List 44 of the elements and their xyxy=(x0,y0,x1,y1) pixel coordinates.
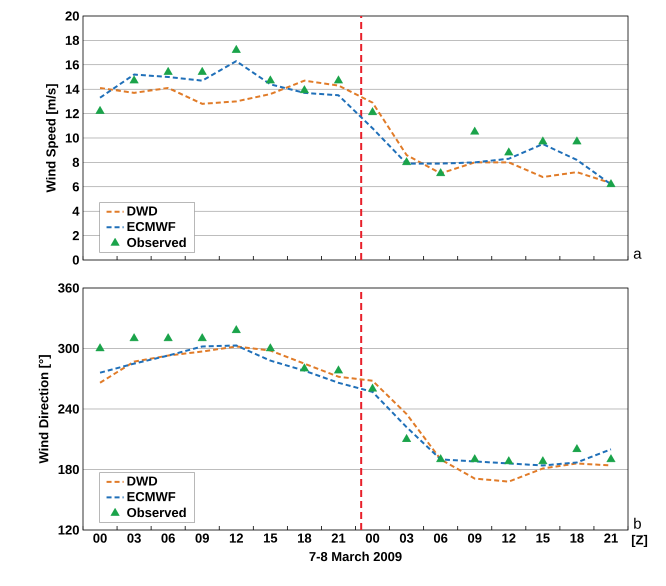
x-tick-label: 21 xyxy=(332,534,346,543)
y-axis-title: Wind Direction [°] xyxy=(38,355,51,464)
y-tick-label: 10 xyxy=(66,133,79,143)
y-tick-label: 0 xyxy=(72,255,79,265)
y-tick-label: 18 xyxy=(66,36,80,45)
y-tick-label: 300 xyxy=(58,344,79,354)
y-tick-label: 8 xyxy=(72,158,80,167)
x-tick-label: 15 xyxy=(536,534,550,543)
y-tick-label: 14 xyxy=(66,84,80,94)
x-tick-label: 09 xyxy=(196,534,209,543)
y-tick-label: 6 xyxy=(72,182,79,192)
legend-label: ECMWF xyxy=(127,222,176,232)
x-tick-label: 00 xyxy=(93,534,107,543)
y-tick-label: 4 xyxy=(72,206,80,216)
y-tick-label: 120 xyxy=(58,525,79,535)
text: [Z] xyxy=(632,534,648,548)
x-tick-label: 03 xyxy=(127,534,141,543)
legend-label: Observed xyxy=(127,508,186,518)
text: b xyxy=(634,518,641,529)
legend-label: DWD xyxy=(127,206,158,216)
x-tick-label: 21 xyxy=(604,534,618,543)
x-tick-label: 12 xyxy=(230,534,243,543)
x-tick-label: 09 xyxy=(468,534,482,543)
y-tick-label: 180 xyxy=(58,464,79,474)
y-tick-label: 2 xyxy=(72,231,79,240)
text: a xyxy=(634,250,642,259)
x-tick-label: 18 xyxy=(570,534,584,543)
x-tick-label: 06 xyxy=(161,534,175,543)
y-tick-label: 360 xyxy=(58,283,79,293)
legend-label: Observed xyxy=(127,238,186,248)
y-tick-label: 240 xyxy=(58,404,79,414)
x-tick-label: 03 xyxy=(400,534,414,543)
x-tick-label: 12 xyxy=(502,534,516,543)
y-tick-label: 20 xyxy=(65,11,79,21)
y-tick-label: 12 xyxy=(66,109,79,118)
x-tick-label: 18 xyxy=(298,534,312,543)
legend-label: DWD xyxy=(127,476,158,486)
y-tick-label: 16 xyxy=(66,60,79,70)
y-axis-title: Wind Speed [m/s] xyxy=(46,84,58,192)
legend-label: ECMWF xyxy=(127,492,176,502)
x-tick-label: 00 xyxy=(366,534,380,543)
x-tick-label: 06 xyxy=(434,534,448,543)
x-tick-label: 15 xyxy=(264,534,278,543)
x-axis-title: 7-8 March 2009 xyxy=(309,552,402,562)
